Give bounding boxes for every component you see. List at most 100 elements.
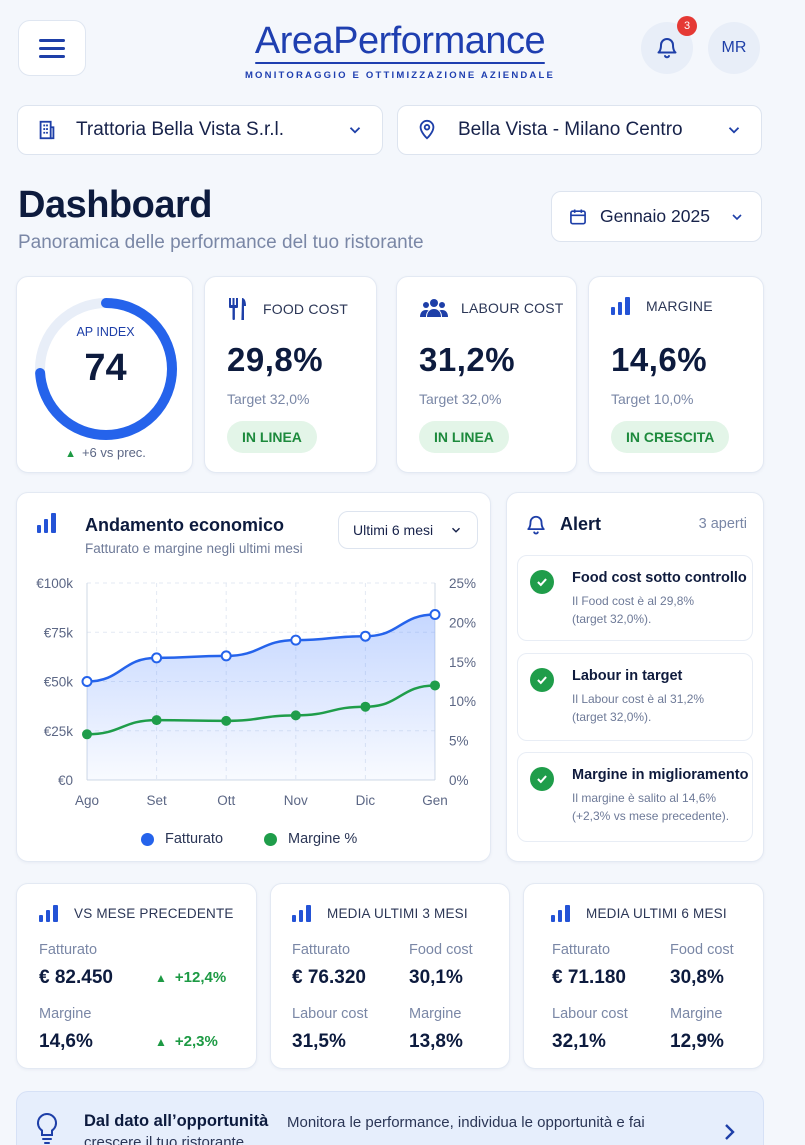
location-select-value: Bella Vista - Milano Centro [458, 119, 683, 140]
alert-desc-line: (target 32,0%). [572, 710, 652, 724]
stat-value: 31,5% [292, 1031, 346, 1052]
y-right-tick-label: 25% [449, 576, 476, 591]
kpi-value: 14,6% [611, 341, 708, 378]
menu-icon-line [39, 38, 65, 42]
x-tick-label: Ago [75, 793, 99, 808]
stat-value: 30,1% [409, 967, 463, 988]
cutlery-icon [229, 298, 246, 320]
kpi-card-food-cost[interactable]: FOOD COST 29,8% Target 32,0% IN LINEA [204, 276, 377, 473]
alert-item[interactable]: Labour in target Il Labour cost è al 31,… [517, 653, 753, 741]
app-logo: AreaPerformance MONITORAGGIO E OTTIMIZZA… [180, 20, 620, 81]
y-right-tick-label: 10% [449, 694, 476, 709]
ap-index-card[interactable]: AP INDEX 74 ▲ +6 vs prec. [16, 276, 193, 473]
building-icon [39, 120, 55, 140]
bar-chart-icon [292, 904, 311, 922]
stats-title: MEDIA ULTIMI 6 MESI [586, 905, 727, 921]
ap-index-delta-text: +6 vs prec. [81, 445, 146, 460]
alert-title: Margine in miglioramento [572, 767, 749, 783]
series-line-margine [86, 684, 436, 736]
bell-icon [657, 38, 677, 59]
stat-label: Fatturato [292, 942, 351, 958]
alert-description: Il Labour cost è al 31,2% (target 32,0%). [572, 690, 752, 726]
x-tick-label: Dic [356, 793, 376, 808]
stats-title: VS MESE PRECEDENTE [74, 905, 234, 921]
trend-line-chart: €100k €75k €50k €25k €0 25% 20% 15% 10% 5% 0% Ago Se… [36, 576, 476, 808]
banner-text-line2: crescere il tuo ristorante [84, 1134, 245, 1145]
chevron-down-icon [452, 527, 460, 533]
period-select-value: Gennaio 2025 [600, 206, 710, 226]
kpi-title: LABOUR COST [461, 300, 564, 316]
page-subtitle: Panoramica delle performance del tuo ris… [18, 232, 424, 253]
y-left-tick-label: €25k [44, 724, 74, 739]
alert-title: Food cost sotto controllo [572, 570, 747, 586]
lightbulb-icon [36, 1112, 58, 1144]
location-select[interactable]: Bella Vista - Milano Centro [397, 105, 762, 155]
trend-chart-card: Andamento economico Fatturato e margine … [16, 492, 491, 862]
stat-delta: ▲ +12,4% [155, 969, 226, 986]
stat-label: Fatturato [39, 942, 98, 958]
banner-text: Monitora le performance, individua le op… [287, 1114, 645, 1131]
triangle-up-icon: ▲ [155, 1035, 167, 1049]
bar-chart-icon [39, 904, 58, 922]
company-select[interactable]: Trattoria Bella Vista S.r.l. [17, 105, 383, 155]
alert-desc-line: Il Food cost è al 29,8% [572, 594, 695, 608]
alert-title: Labour in target [572, 668, 683, 684]
chevron-down-icon [728, 127, 740, 134]
kpi-title: FOOD COST [263, 301, 349, 317]
y-right-tick-label: 15% [449, 655, 476, 670]
x-tick-label: Gen [422, 793, 448, 808]
alert-item[interactable]: Margine in miglioramento Il margine è sa… [517, 752, 753, 842]
alert-desc-line: (+2,3% vs mese precedente). [572, 809, 730, 823]
ap-index-gauge [35, 298, 177, 440]
logo-underline [255, 62, 545, 64]
trend-title: Andamento economico [85, 515, 285, 535]
user-avatar[interactable]: MR [708, 22, 760, 74]
range-select[interactable]: Ultimi 6 mesi [338, 511, 478, 549]
ap-index-label: AP INDEX [76, 325, 135, 339]
legend-item-margine: Margine % [264, 831, 357, 847]
logo-wordmark: AreaPerformance [254, 20, 546, 62]
menu-button[interactable] [18, 20, 86, 76]
stat-label: Labour cost [552, 1006, 628, 1022]
data-point-margine [82, 729, 92, 740]
stat-delta-text: +2,3% [174, 1033, 218, 1050]
bar-chart-icon [551, 904, 570, 922]
stat-value: € 76.320 [292, 967, 366, 988]
y-left-tick-label: €100k [36, 576, 73, 591]
banner-title: Dal dato all’opportunità [84, 1112, 269, 1130]
stat-value: 13,8% [409, 1031, 463, 1052]
kpi-card-labour-cost[interactable]: LABOUR COST 31,2% Target 32,0% IN LINEA [396, 276, 577, 473]
period-select[interactable]: Gennaio 2025 [551, 191, 762, 242]
kpi-card-margine[interactable]: MARGINE 14,6% Target 10,0% IN CRESCITA [588, 276, 764, 473]
alerts-card: Alert 3 aperti Food cost sotto controllo… [506, 492, 764, 862]
kpi-value: 29,8% [227, 341, 324, 378]
stat-label: Margine [670, 1006, 723, 1022]
menu-icon-line [39, 54, 65, 58]
stat-value: 14,6% [39, 1031, 93, 1052]
alert-item[interactable]: Food cost sotto controllo Il Food cost è… [517, 555, 753, 641]
data-point-fatturato [220, 650, 232, 662]
stat-value: € 82.450 [39, 967, 113, 988]
legend-dot-blue [141, 832, 154, 846]
x-tick-label: Nov [284, 793, 308, 808]
ap-index-value: 74 [84, 347, 127, 389]
stat-value: € 71.180 [552, 967, 626, 988]
y-right-tick-label: 20% [449, 615, 476, 630]
status-badge: IN LINEA [419, 421, 509, 453]
alert-desc-line: Il Labour cost è al 31,2% [572, 692, 705, 706]
opportunity-banner[interactable]: Dal dato all’opportunità Monitora le per… [16, 1091, 764, 1145]
notification-count-badge: 3 [677, 16, 697, 36]
notifications-button[interactable]: 3 [641, 16, 697, 74]
range-select-value: Ultimi 6 mesi [353, 522, 434, 538]
stat-delta-text: +12,4% [174, 969, 227, 986]
data-point-fatturato [290, 634, 302, 646]
calendar-icon [570, 209, 586, 224]
y-left-tick-label: €50k [44, 675, 74, 690]
ap-index-delta: ▲ +6 vs prec. [17, 445, 194, 460]
stats-title: MEDIA ULTIMI 3 MESI [327, 905, 468, 921]
stat-delta: ▲ +2,3% [155, 1033, 218, 1050]
menu-icon-line [39, 46, 65, 50]
data-point-margine [221, 715, 232, 726]
triangle-up-icon: ▲ [155, 971, 167, 985]
stat-label: Margine [39, 1006, 92, 1022]
